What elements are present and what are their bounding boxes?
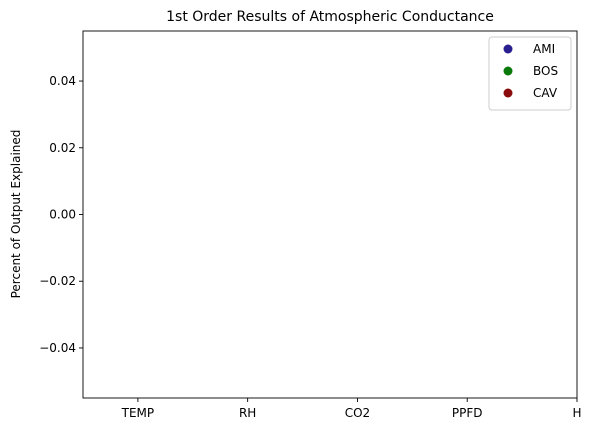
legend-label: AMI [533,42,555,56]
legend-marker [503,88,513,98]
legend-label: CAV [533,86,558,100]
y-tick-label: −0.02 [39,274,76,288]
x-axis: TEMP RH CO2 PPFD H [121,398,582,420]
legend: AMI BOS CAV [488,36,572,111]
y-tick-label: 0.00 [49,208,76,222]
x-tick-label: CO2 [345,406,370,420]
legend-marker [503,66,513,76]
x-tick-label: RH [239,406,256,420]
x-tick-label: TEMP [121,406,155,420]
chart-title: 1st Order Results of Atmospheric Conduct… [166,9,494,25]
legend-marker [503,44,513,54]
x-tick-label: H [572,406,581,420]
legend-box [488,36,572,111]
y-tick-label: 0.04 [49,74,76,88]
y-tick-label: −0.04 [39,341,76,355]
legend-label: BOS [533,64,558,78]
y-axis-label: Percent of Output Explained [9,130,23,299]
x-tick-label: PPFD [452,406,483,420]
y-axis: −0.04 −0.02 0.00 0.02 0.04 [39,74,83,355]
y-tick-label: 0.02 [49,141,76,155]
